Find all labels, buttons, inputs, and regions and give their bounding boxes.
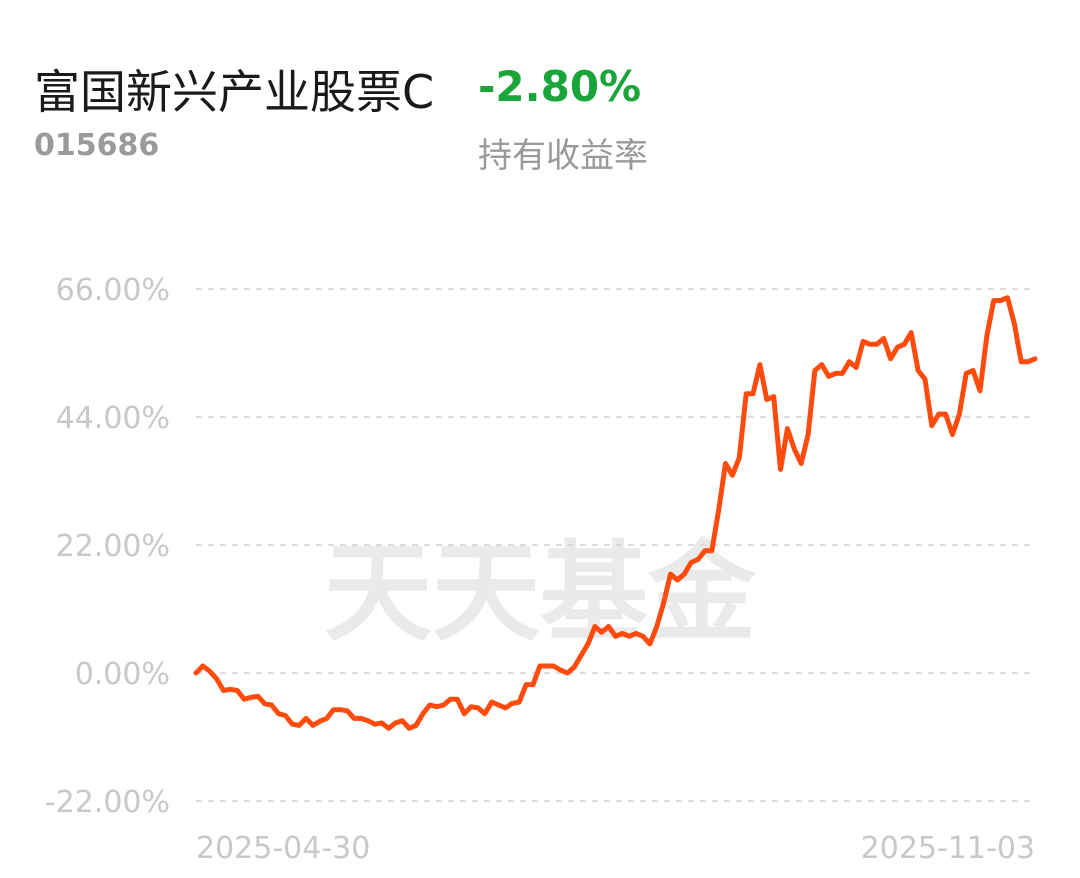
fund-code: 015686: [34, 128, 160, 163]
y-tick-label: 0.00%: [75, 657, 170, 692]
y-tick-label: 22.00%: [56, 529, 170, 564]
watermark-text: 天天基金: [324, 530, 757, 656]
holding-return-value: -2.80%: [478, 62, 642, 111]
holding-return-label: 持有收益率: [478, 136, 648, 176]
fund-name: 富国新兴产业股票C: [34, 65, 435, 119]
y-tick-label: 66.00%: [56, 273, 170, 308]
y-tick-label: -22.00%: [45, 785, 170, 820]
x-tick-label: 2025-11-03: [861, 831, 1035, 866]
y-tick-label: 44.00%: [56, 401, 170, 436]
x-tick-label: 2025-04-30: [196, 831, 370, 866]
series-line: [193, 295, 1038, 731]
